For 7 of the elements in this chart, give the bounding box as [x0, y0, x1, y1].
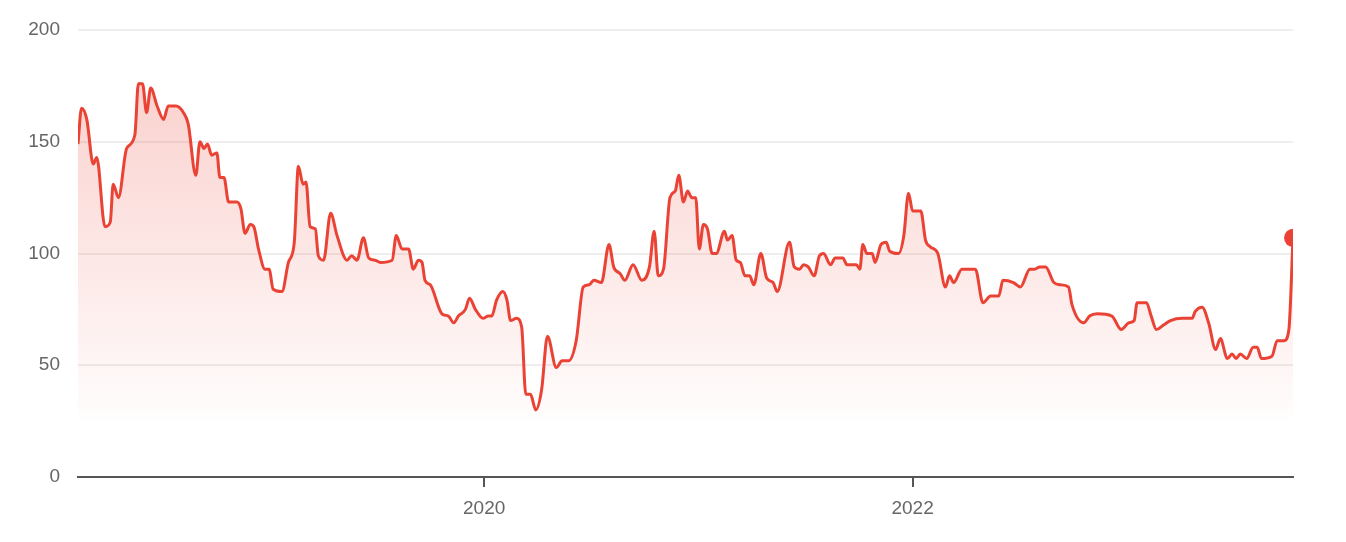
y-tick-label: 200 — [28, 18, 60, 40]
y-tick-label: 150 — [28, 129, 60, 151]
y-tick-label: 0 — [49, 465, 60, 487]
y-tick-label: 50 — [38, 353, 60, 375]
y-tick-label: 100 — [28, 241, 60, 263]
x-tick-label: 2020 — [463, 496, 506, 518]
x-tick-label: 2022 — [891, 496, 934, 518]
